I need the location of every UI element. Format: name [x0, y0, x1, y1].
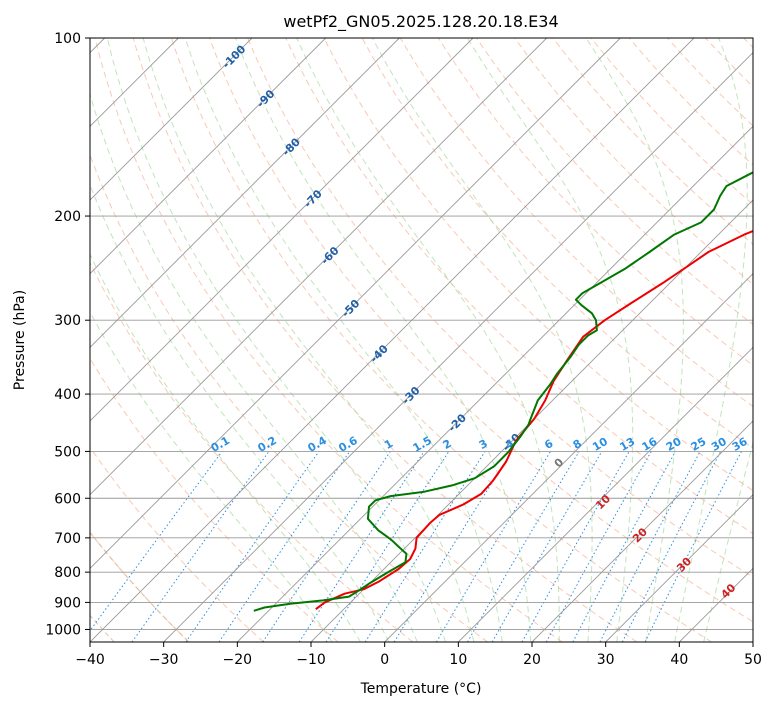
mixing-ratio-line: [262, 451, 391, 642]
moist-adiabat-line: [142, 38, 475, 642]
profile-series: [253, 171, 753, 612]
x-tick-label: 30: [597, 652, 615, 668]
y-tick-label: 600: [54, 491, 81, 507]
y-axis-ticks: 100 200 300 400 500 600 700 800 900 1000: [45, 31, 90, 638]
mixing-ratio-line: [393, 451, 513, 642]
y-tick-label: 100: [54, 31, 81, 47]
y-axis-title: Pressure (hPa): [12, 290, 28, 390]
mixing-ratio-lines: [90, 451, 742, 642]
x-tick-label: 0: [380, 652, 389, 668]
y-tick-label: 800: [54, 565, 81, 581]
mixing-ratio-line: [521, 451, 630, 642]
isotherm-line: [605, 494, 753, 642]
isotherm-line: [90, 38, 326, 275]
moist-adiabat-line: [703, 440, 753, 642]
x-tick-label: −40: [75, 652, 105, 668]
dry-adiabat-line: [323, 38, 753, 492]
dry-adiabat-line: [94, 38, 563, 642]
dry-adiabat-line: [90, 446, 264, 642]
y-tick-label: 300: [54, 313, 81, 329]
y-tick-label: 700: [54, 531, 81, 547]
isotherm-line: [531, 420, 753, 642]
dry-adiabat-line: [247, 38, 753, 578]
moist-adiabat-line: [371, 38, 593, 642]
mixing-ratio-line: [545, 451, 652, 642]
mixing-ratio-line: [90, 451, 223, 632]
mixing-ratio-line: [621, 451, 722, 642]
y-tick-label: 200: [54, 209, 81, 225]
x-tick-label: −30: [149, 652, 179, 668]
isotherm-line: [90, 38, 474, 422]
mixing-ratio-line: [572, 451, 676, 642]
x-tick-label: 20: [523, 652, 541, 668]
dry-adiabat-line: [170, 38, 712, 642]
dry-adiabat-line: [590, 38, 753, 206]
dry-adiabat-line: [90, 531, 190, 642]
mixing-ratio-line: [325, 451, 450, 642]
moist-adiabat-line: [106, 38, 447, 642]
dry-adiabats: [90, 38, 753, 642]
moist-adiabat-line: [674, 38, 748, 642]
isotherm-line: [90, 38, 621, 569]
x-axis-title: Temperature (°C): [360, 681, 482, 697]
moist-adiabats: [90, 38, 753, 642]
dry-adiabat-line: [514, 38, 753, 285]
isotherm-line: [458, 346, 753, 642]
dry-adiabat-line: [476, 38, 753, 326]
chart-title: wetPf2_GN05.2025.128.20.18.E34: [283, 12, 558, 32]
y-tick-label: 900: [54, 595, 81, 611]
temperature-profile-line: [315, 230, 753, 610]
moist-adiabat-line: [585, 38, 684, 642]
x-tick-label: −20: [223, 652, 253, 668]
isotherm-line: [237, 125, 753, 642]
x-tick-label: 10: [449, 652, 467, 668]
isotherm-line: [90, 38, 695, 642]
x-tick-label: 40: [670, 652, 688, 668]
dry-adiabat-line: [90, 261, 414, 642]
moist-adiabat-line: [184, 38, 503, 642]
mixing-ratio-line: [644, 451, 742, 642]
mixing-ratio-line: [298, 451, 425, 642]
moist-adiabat-line: [90, 311, 333, 642]
isotherm-line: [310, 199, 753, 642]
dry-adiabat-line: [209, 38, 753, 623]
dewpoint-profile-line: [253, 171, 753, 612]
isotherm-line: [90, 38, 400, 348]
mixing-ratio-line: [185, 451, 320, 642]
dry-adiabat-line: [399, 38, 753, 408]
y-tick-label: 500: [54, 444, 81, 460]
pressure-gridlines: [90, 38, 753, 630]
isotherm-line: [384, 273, 753, 642]
moist-adiabat-line: [90, 183, 390, 642]
dry-adiabat-line: [628, 38, 753, 166]
isotherm-line: [90, 38, 253, 201]
y-tick-label: 1000: [45, 622, 81, 638]
x-tick-label: −10: [296, 652, 326, 668]
plot-frame: [89, 37, 754, 643]
x-tick-label: 50: [744, 652, 762, 668]
plot-area: -100-90-80-70-60-50-40-30-20-100.1 0.2 0.4…: [90, 38, 753, 642]
y-tick-label: 400: [54, 387, 81, 403]
mixing-ratio-line: [218, 451, 351, 642]
dry-adiabat-line: [132, 38, 638, 642]
isotherm-line: [90, 38, 547, 496]
moist-adiabat-line: [90, 92, 418, 642]
isotherm-line: [163, 52, 753, 642]
isotherms: [90, 38, 753, 642]
x-axis-ticks: −40 −30 −20 −10 0 10 20 30 40 50: [75, 642, 762, 668]
